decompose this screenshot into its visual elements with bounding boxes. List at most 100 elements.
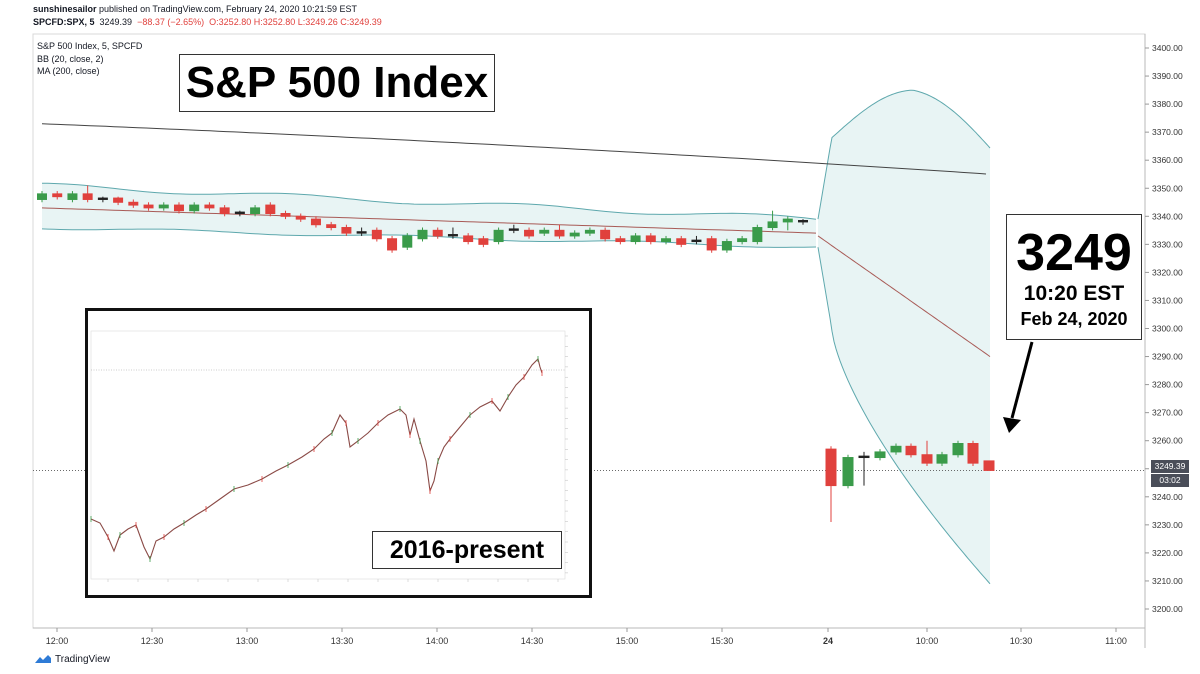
callout-date: Feb 24, 2020 bbox=[1020, 309, 1128, 329]
candle-body bbox=[234, 211, 245, 214]
inset-label: 2016-present bbox=[372, 531, 562, 569]
candle-body bbox=[493, 229, 504, 243]
y-tick-label: 3300.00 bbox=[1152, 324, 1183, 334]
y-tick-label: 3350.00 bbox=[1152, 183, 1183, 193]
author-name[interactable]: sunshinesailor bbox=[33, 4, 97, 14]
bollinger-fill-session1 bbox=[42, 183, 816, 248]
candle-body bbox=[645, 235, 656, 243]
y-tick-label: 3320.00 bbox=[1152, 267, 1183, 277]
candle-body bbox=[326, 224, 337, 229]
candle-body bbox=[265, 204, 276, 214]
price-change: −88.37 (−2.65%) bbox=[137, 17, 205, 27]
candle-body bbox=[630, 235, 641, 243]
x-tick-label: 13:30 bbox=[331, 636, 354, 646]
y-tick-label: 3380.00 bbox=[1152, 99, 1183, 109]
candle-body bbox=[295, 215, 306, 220]
candle-body bbox=[890, 445, 902, 453]
candle-body bbox=[173, 204, 184, 212]
candle-body bbox=[615, 238, 626, 243]
x-tick-label: 14:30 bbox=[521, 636, 544, 646]
y-tick-label: 3400.00 bbox=[1152, 43, 1183, 53]
candle-body bbox=[905, 445, 917, 456]
legend-moving-average[interactable]: MA (200, close) bbox=[37, 66, 100, 76]
inset-plot-frame bbox=[90, 330, 566, 580]
y-tick-label: 3280.00 bbox=[1152, 380, 1183, 390]
bollinger-upper-session1 bbox=[41, 182, 817, 220]
y-tick-label: 3240.00 bbox=[1152, 492, 1183, 502]
current-price-tag: 3249.39 bbox=[1151, 460, 1189, 473]
candle-body bbox=[983, 460, 995, 471]
candle-body bbox=[858, 455, 870, 459]
candle-body bbox=[798, 220, 808, 223]
tradingview-brand[interactable]: TradingView bbox=[34, 654, 110, 665]
candle-body bbox=[158, 204, 169, 209]
candle-body bbox=[341, 227, 352, 234]
candle-body bbox=[280, 212, 291, 217]
y-tick-label: 3220.00 bbox=[1152, 548, 1183, 558]
candle-body bbox=[539, 229, 550, 234]
candle-body bbox=[478, 238, 489, 245]
x-tick-label: 13:00 bbox=[236, 636, 259, 646]
countdown-tag: 03:02 bbox=[1151, 474, 1189, 487]
candle-body bbox=[967, 443, 979, 464]
candle-body bbox=[952, 443, 964, 456]
y-tick-label: 3290.00 bbox=[1152, 352, 1183, 362]
x-tick-label: 15:30 bbox=[711, 636, 734, 646]
candle-body bbox=[189, 204, 200, 212]
candle-body bbox=[128, 201, 139, 206]
candle-body bbox=[921, 454, 933, 464]
candle-body bbox=[524, 229, 535, 237]
candle-body bbox=[825, 448, 837, 487]
candle-body bbox=[721, 241, 732, 251]
bollinger-basis-session2 bbox=[817, 235, 991, 357]
candle-body bbox=[447, 234, 458, 237]
candle-body bbox=[508, 228, 519, 231]
candle-body bbox=[204, 204, 215, 209]
callout-arrow-head bbox=[1003, 417, 1021, 433]
candle-body bbox=[691, 239, 702, 243]
candle-body bbox=[356, 231, 367, 234]
candle-body bbox=[842, 457, 854, 487]
bollinger-lower-session1 bbox=[41, 228, 817, 248]
x-tick-label: 14:00 bbox=[426, 636, 449, 646]
y-tick-label: 3360.00 bbox=[1152, 155, 1183, 165]
price-callout: 3249 10:20 EST Feb 24, 2020 bbox=[1006, 214, 1142, 340]
y-tick-label: 3390.00 bbox=[1152, 71, 1183, 81]
ohlc-values: O:3252.80 H:3252.80 L:3249.26 C:3249.39 bbox=[209, 17, 382, 27]
y-tick-label: 3260.00 bbox=[1152, 436, 1183, 446]
candle-body bbox=[874, 451, 886, 459]
candle-body bbox=[250, 207, 261, 214]
candle-body bbox=[67, 193, 78, 200]
x-tick-label: 11:00 bbox=[1105, 636, 1127, 646]
legend-series[interactable]: S&P 500 Index, 5, SPCFD bbox=[37, 41, 143, 51]
candle-body bbox=[600, 229, 611, 240]
candle-body bbox=[143, 204, 154, 209]
candle-body bbox=[402, 235, 413, 248]
callout-time: 10:20 EST bbox=[1023, 282, 1125, 305]
callout-arrow-line bbox=[1010, 341, 1034, 419]
tradingview-logo-icon bbox=[35, 655, 51, 664]
y-tick-label: 3270.00 bbox=[1152, 408, 1183, 418]
publish-info: sunshinesailor published on TradingView.… bbox=[33, 4, 357, 14]
candle-body bbox=[676, 238, 687, 245]
candle-body bbox=[767, 221, 778, 229]
x-tick-label: 12:00 bbox=[46, 636, 69, 646]
candle-body bbox=[661, 238, 672, 243]
candle-body bbox=[752, 227, 763, 243]
candle-body bbox=[936, 454, 948, 464]
x-tick-label: 24 bbox=[823, 636, 833, 646]
candle-body bbox=[37, 193, 47, 200]
candle-body bbox=[554, 229, 565, 237]
published-text: published on TradingView.com, February 2… bbox=[96, 4, 358, 14]
chart-title-annotation: S&P 500 Index bbox=[179, 54, 495, 112]
candle-body bbox=[113, 197, 124, 203]
moving-average-200 bbox=[41, 123, 987, 175]
y-tick-label: 3330.00 bbox=[1152, 239, 1183, 249]
candle-body bbox=[463, 235, 474, 243]
inset-price-series bbox=[90, 357, 543, 561]
legend-bollinger[interactable]: BB (20, close, 2) bbox=[37, 54, 104, 64]
candle-body bbox=[569, 232, 580, 237]
y-tick-label: 3340.00 bbox=[1152, 211, 1183, 221]
candle-body bbox=[417, 229, 428, 240]
symbol-line: SPCFD:SPX, 5 3249.39 −88.37 (−2.65%) O:3… bbox=[33, 17, 382, 27]
